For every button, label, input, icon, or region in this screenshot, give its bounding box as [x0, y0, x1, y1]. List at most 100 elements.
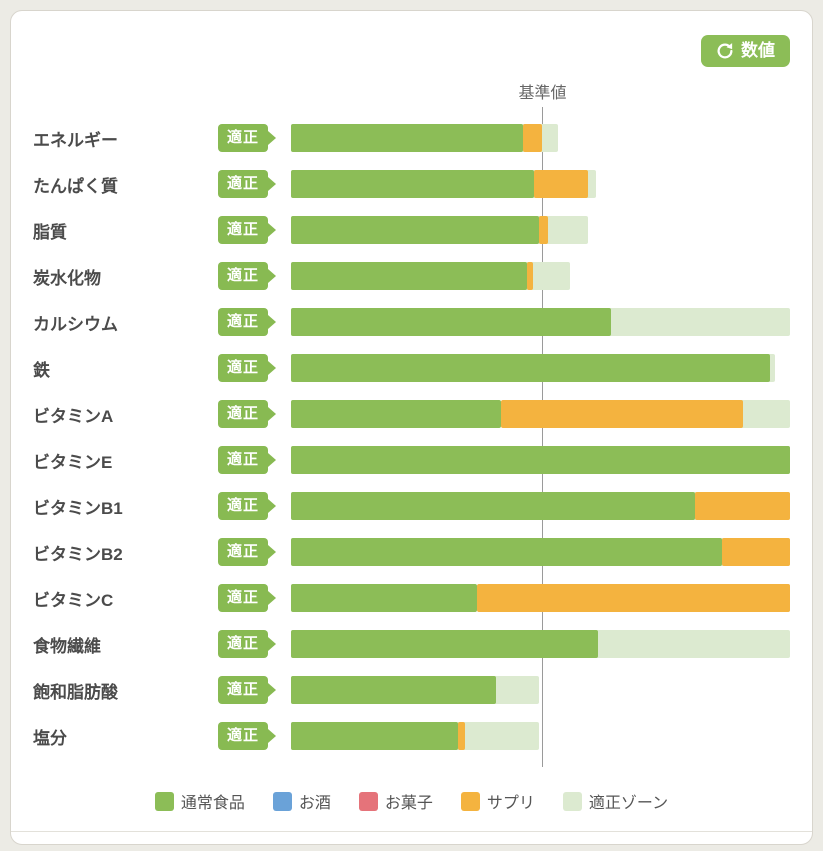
status-badge: 適正	[218, 262, 269, 290]
alcohol-swatch	[272, 791, 292, 811]
nutrient-chart: 基準値 エネルギー 適正 たんぱく質 適正 脂質 適正 炭水化物 適正 カルシウム 適正鉄適正 ビタ…	[33, 79, 790, 767]
normal-food-bar	[291, 676, 496, 704]
bar-track	[291, 262, 790, 290]
bar-track	[291, 354, 790, 382]
supplement-bar	[538, 216, 549, 244]
bar-track	[291, 400, 790, 428]
numeric-view-button[interactable]: 数値	[701, 35, 790, 68]
nutrient-row: ビタミンA 適正	[33, 391, 790, 437]
nutrient-label: ビタミンE	[33, 452, 113, 472]
zone-swatch	[562, 791, 582, 811]
nutrient-label: ビタミンC	[33, 590, 114, 610]
nutrient-label: 脂質	[33, 222, 67, 242]
nutrient-label: 食物繊維	[33, 636, 101, 656]
supplement-bar	[522, 124, 543, 152]
nutrient-row: ビタミンB2 適正	[33, 529, 790, 575]
bar-track	[291, 630, 790, 658]
supplement-swatch	[460, 791, 480, 811]
legend-item: お菓子	[358, 789, 433, 813]
card-top-bar: 数値	[33, 35, 790, 79]
supplement-bar	[457, 722, 465, 750]
nutrient-row: 炭水化物 適正	[33, 253, 790, 299]
normal-food-bar	[291, 124, 523, 152]
status-badge: 適正	[218, 538, 269, 566]
nutrient-row: 鉄 適正	[33, 345, 790, 391]
status-badge: 適正	[218, 354, 269, 382]
bar-track	[291, 308, 790, 336]
supplement-bar	[526, 262, 533, 290]
legend-item: 通常食品	[154, 789, 245, 813]
nutrient-row: たんぱく質 適正	[33, 161, 790, 207]
bar-track	[291, 446, 790, 474]
normal-food-bar	[291, 584, 477, 612]
status-badge: 適正	[218, 630, 269, 658]
supplement-bar	[695, 492, 790, 520]
nutrient-label: 炭水化物	[33, 268, 101, 288]
normal-food-bar	[291, 492, 696, 520]
legend-label: 通常食品	[180, 795, 245, 812]
nutrient-label: エネルギー	[33, 130, 118, 150]
nutrient-label: ビタミンA	[33, 406, 114, 426]
status-badge: 適正	[218, 124, 269, 152]
legend-item: お酒	[272, 789, 331, 813]
refresh-icon	[716, 42, 734, 60]
status-badge-wrap: 適正	[218, 216, 291, 244]
legend-label: 適正ゾーン	[588, 795, 669, 812]
legend-item: 適正ゾーン	[562, 789, 669, 813]
status-badge: 適正	[218, 216, 269, 244]
nutrient-row: ビタミンC 適正	[33, 575, 790, 621]
bar-track	[291, 584, 790, 612]
legend-label: お酒	[298, 795, 331, 812]
bar-track	[291, 170, 790, 198]
chart-rows: エネルギー 適正 たんぱく質 適正 脂質 適正 炭水化物 適正 カルシウム 適正鉄適正 ビタミンA 適…	[33, 115, 790, 759]
bar-track	[291, 124, 790, 152]
normal-food-bar	[291, 308, 612, 336]
nutrition-card: 数値 基準値 エネルギー 適正 たんぱく質 適正 脂質 適正 炭水化物 適正 カルシウム 適正鉄適…	[10, 10, 813, 845]
normal-food-bar	[291, 354, 771, 382]
status-badge-wrap: 適正	[218, 722, 291, 750]
status-badge-wrap: 適正	[218, 492, 291, 520]
nutrient-row: 飽和脂肪酸 適正	[33, 667, 790, 713]
nutrient-row: 食物繊維 適正	[33, 621, 790, 667]
nutrient-row: ビタミンE 適正	[33, 437, 790, 483]
normal-food-bar	[291, 170, 534, 198]
legend-label: お菓子	[384, 795, 433, 812]
nutrient-row: 脂質 適正	[33, 207, 790, 253]
supplement-bar	[500, 400, 744, 428]
normal-food-bar	[291, 216, 539, 244]
normal-food-bar	[291, 722, 458, 750]
bar-track	[291, 216, 790, 244]
nutrient-label: 鉄	[33, 360, 50, 380]
status-badge-wrap: 適正	[218, 170, 291, 198]
status-badge: 適正	[218, 676, 269, 704]
nutrient-label: ビタミンB2	[33, 544, 123, 564]
status-badge: 適正	[218, 492, 269, 520]
bar-track	[291, 676, 790, 704]
status-badge-wrap: 適正	[218, 308, 291, 336]
nutrient-row: ビタミンB1 適正	[33, 483, 790, 529]
normal-food-bar	[291, 400, 501, 428]
reference-line-label: 基準値	[518, 85, 567, 102]
status-badge-wrap: 適正	[218, 354, 291, 382]
status-badge-wrap: 適正	[218, 676, 291, 704]
status-badge-wrap: 適正	[218, 400, 291, 428]
chart-legend: 通常食品 お酒 お菓子 サプリ 適正ゾーン	[33, 789, 790, 813]
status-badge-wrap: 適正	[218, 630, 291, 658]
normal-food-bar	[291, 538, 722, 566]
status-badge-wrap: 適正	[218, 538, 291, 566]
bar-track	[291, 538, 790, 566]
supplement-bar	[476, 584, 790, 612]
nutrient-label: 飽和脂肪酸	[33, 682, 118, 702]
nutrient-label: たんぱく質	[33, 176, 118, 196]
status-badge: 適正	[218, 584, 269, 612]
normal-food-bar	[291, 630, 598, 658]
normal-food-bar	[291, 446, 790, 474]
status-badge-wrap: 適正	[218, 584, 291, 612]
nutrient-label: 塩分	[33, 728, 67, 748]
legend-label: サプリ	[486, 795, 535, 812]
numeric-view-label: 数値	[741, 41, 775, 60]
bar-track	[291, 492, 790, 520]
normal_food-swatch	[154, 791, 174, 811]
supplement-bar	[721, 538, 790, 566]
